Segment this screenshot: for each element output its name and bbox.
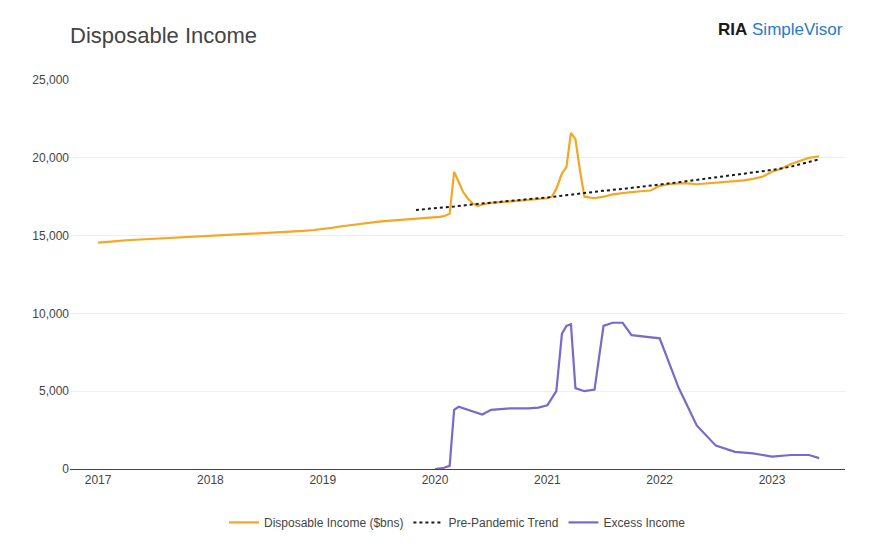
svg-text:20,000: 20,000 (32, 151, 69, 165)
svg-text:2020: 2020 (422, 473, 449, 487)
svg-text:2021: 2021 (534, 473, 561, 487)
svg-text:2022: 2022 (646, 473, 673, 487)
svg-text:0: 0 (62, 462, 69, 476)
svg-text:Disposable Income ($bns): Disposable Income ($bns) (264, 516, 403, 530)
svg-text:Excess Income: Excess Income (603, 516, 685, 530)
svg-text:15,000: 15,000 (32, 229, 69, 243)
svg-text:2019: 2019 (309, 473, 336, 487)
svg-text:Pre-Pandemic Trend: Pre-Pandemic Trend (448, 516, 558, 530)
svg-text:10,000: 10,000 (32, 307, 69, 321)
svg-text:2018: 2018 (197, 473, 224, 487)
svg-text:2023: 2023 (759, 473, 786, 487)
svg-text:Disposable Income: Disposable Income (70, 23, 257, 48)
svg-text:25,000: 25,000 (32, 73, 69, 87)
svg-text:RIA SimpleVisor: RIA SimpleVisor (718, 20, 843, 39)
svg-text:5,000: 5,000 (39, 384, 69, 398)
svg-text:2017: 2017 (85, 473, 112, 487)
